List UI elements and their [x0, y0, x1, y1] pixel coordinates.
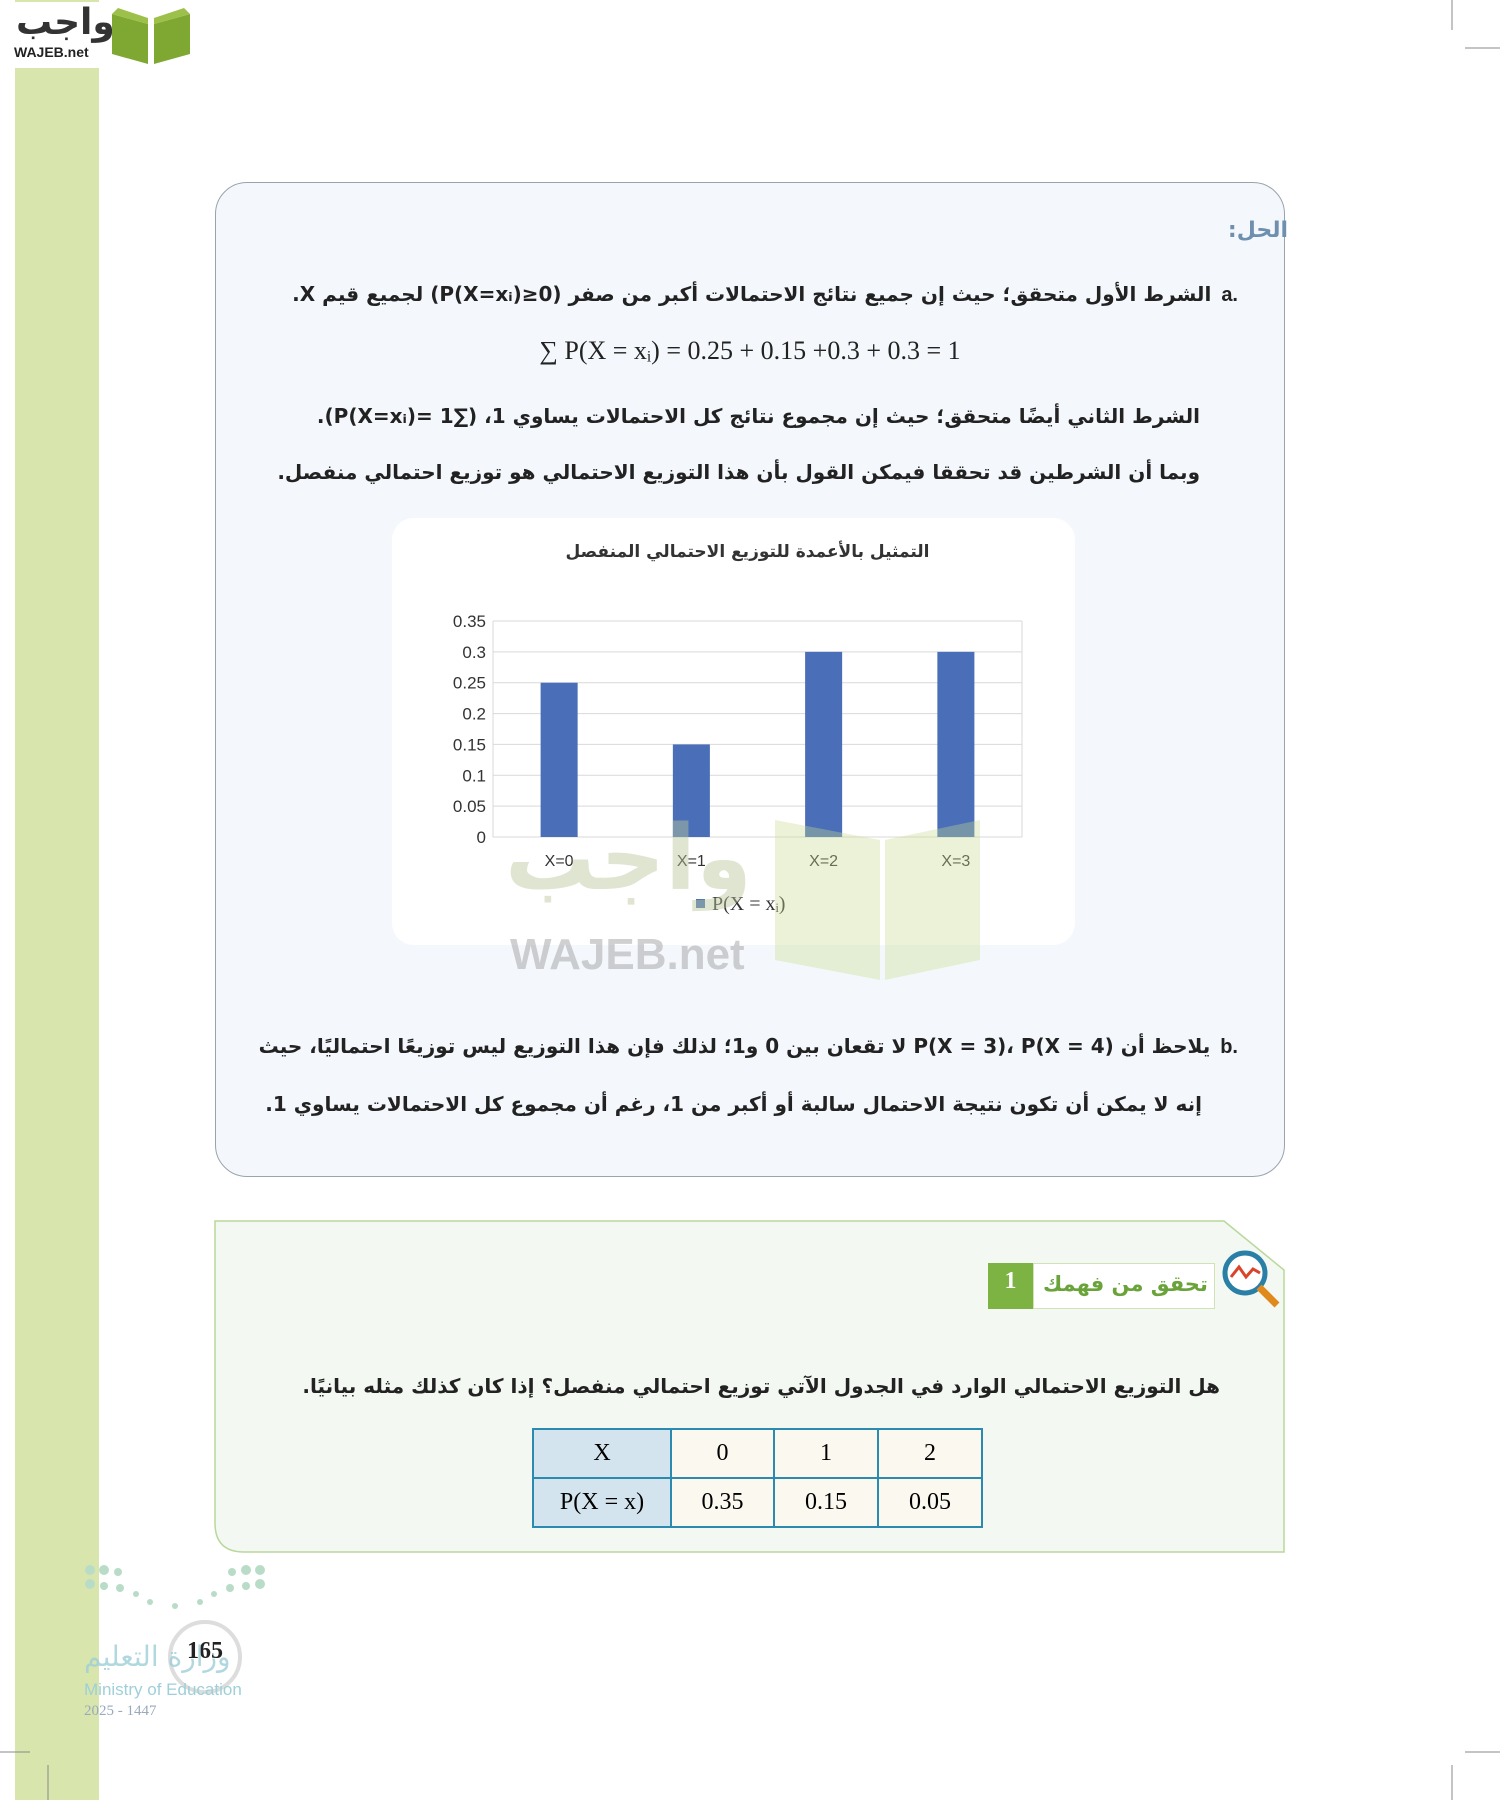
y-tick-label: 0: [477, 828, 486, 847]
line-b1: b. يلاحظ أن P(X = 3)، P(X = 4) لا تقعان ب…: [259, 1034, 1238, 1059]
x-tick-label: X=1: [677, 853, 706, 870]
watermark-book: [775, 820, 980, 980]
page-number: 165: [187, 1638, 223, 1664]
y-tick-label: 0.2: [462, 705, 486, 724]
table-cell: 0.15: [773, 1477, 879, 1528]
ministry-year: 2025 - 1447: [84, 1703, 157, 1719]
table-cell: 2: [877, 1428, 983, 1479]
table-cell: P(X = x): [532, 1477, 672, 1528]
side-strip: [15, 0, 99, 1800]
table-cell: 0.35: [670, 1477, 775, 1528]
table-cell: 1: [773, 1428, 879, 1479]
check-icon: [1222, 1250, 1280, 1308]
y-tick-label: 0.25: [453, 674, 486, 693]
line-a2: الشرط الثاني أيضًا متحقق؛ حيث إن مجموع ن…: [316, 404, 1200, 428]
bar: [540, 682, 578, 837]
check-number: 1: [1004, 1268, 1017, 1294]
line-a3: وبما أن الشرطين قد تحققا فيمكن القول بأن…: [277, 460, 1200, 484]
y-tick-label: 0.15: [453, 735, 486, 754]
label-a: a.: [1221, 284, 1238, 306]
legend-swatch: [696, 899, 705, 908]
ministry-dots: [85, 1565, 265, 1609]
logo-book: [112, 8, 190, 64]
label-b: b.: [1220, 1036, 1238, 1058]
text-b1: يلاحظ أن P(X = 3)، P(X = 4) لا تقعان بين…: [258, 1034, 1211, 1058]
watermark-en: WAJEB.net: [510, 930, 745, 979]
table-cell: 0: [670, 1428, 775, 1479]
logo-en: WAJEB.net: [14, 44, 89, 60]
ministry-ar: وزارة التعليم: [84, 1640, 231, 1673]
line-b2: إنه لا يمكن أن تكون نتيجة الاحتمال سالبة…: [265, 1092, 1202, 1116]
x-tick-label: X=3: [941, 853, 970, 870]
table-cell: X: [532, 1428, 672, 1479]
check-title: تحقق من فهمك: [1043, 1272, 1208, 1296]
x-tick-label: X=2: [809, 853, 838, 870]
chart: التمثيل بالأعمدة للتوزيع الاحتمالي المنف…: [453, 541, 1023, 915]
watermark-ar: واجب: [505, 806, 752, 911]
bar: [672, 744, 710, 837]
legend-label: P(X = xᵢ): [712, 893, 785, 915]
ministry-en: Ministry of Education: [84, 1680, 242, 1699]
table-cell: 0.05: [877, 1477, 983, 1528]
check-number-box: [988, 1263, 1033, 1309]
y-tick-label: 0.1: [462, 766, 486, 785]
solution-heading: الحل:: [1227, 218, 1288, 243]
chart-title: التمثيل بالأعمدة للتوزيع الاحتمالي المنف…: [565, 541, 929, 562]
line-a: a. الشرط الأول متحقق؛ حيث إن جميع نتائج ا…: [292, 282, 1238, 307]
text-a1: الشرط الأول متحقق؛ حيث إن جميع نتائج الا…: [292, 282, 1212, 306]
check-title-box: [1033, 1263, 1215, 1309]
page-circle: [168, 1620, 242, 1694]
logo: واجب WAJEB.net: [8, 2, 198, 68]
check-question: هل التوزيع الاحتمالي الوارد في الجدول ال…: [302, 1374, 1220, 1398]
y-tick-label: 0.3: [462, 643, 486, 662]
check-table: X 0 1 2 P(X = x) 0.35 0.15 0.05: [532, 1428, 983, 1528]
equation: ∑ P(X = xᵢ) = 0.25 + 0.15 +0.3 + 0.3 = 1: [539, 336, 961, 365]
y-tick-label: 0.05: [453, 797, 486, 816]
bar: [805, 651, 843, 837]
y-tick-label: 0.35: [453, 612, 486, 631]
logo-ar: واجب: [16, 2, 115, 43]
bar: [937, 651, 975, 837]
table-row: P(X = x) 0.35 0.15 0.05: [532, 1477, 983, 1528]
x-tick-label: X=0: [545, 853, 574, 870]
